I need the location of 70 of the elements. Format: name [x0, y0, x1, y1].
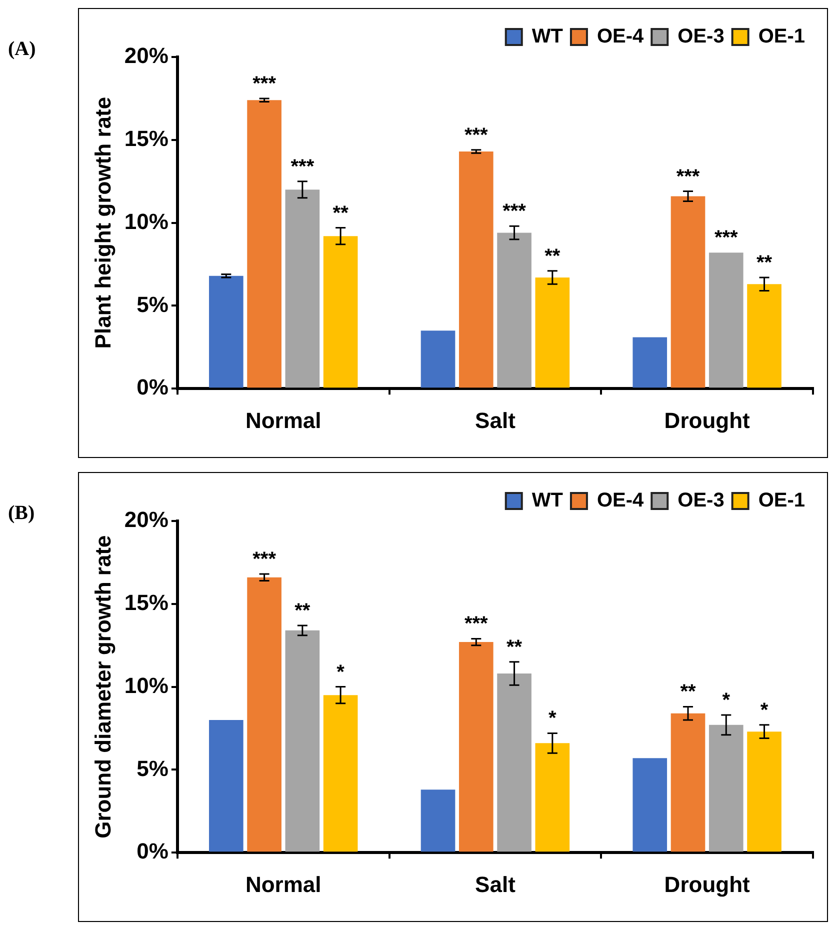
bar — [670, 713, 706, 852]
data-label: ** — [506, 636, 522, 658]
bar — [535, 278, 570, 388]
y-axis-title: Ground diameter growth rate — [90, 535, 116, 838]
bar — [632, 758, 668, 852]
y-tick-label: 20% — [124, 507, 168, 532]
bar — [209, 720, 244, 852]
bar — [323, 695, 358, 852]
x-tick-label: Normal — [245, 872, 322, 897]
y-tick-label: 15% — [124, 126, 168, 151]
legend-label: OE-1 — [758, 490, 806, 512]
bar — [247, 100, 282, 388]
data-label: *** — [714, 227, 738, 250]
data-label: * — [336, 661, 345, 684]
y-tick-label: 20% — [124, 43, 168, 68]
data-label: *** — [252, 72, 276, 95]
bar — [420, 330, 456, 388]
x-tick-label: Drought — [664, 872, 751, 897]
data-label: ** — [294, 600, 310, 622]
bar — [497, 232, 532, 388]
y-tick-label: 10% — [124, 672, 168, 698]
legend-label: OE-1 — [758, 26, 806, 48]
y-tick-label: 15% — [124, 590, 168, 615]
bar — [670, 196, 706, 388]
bar — [285, 190, 320, 388]
bar — [247, 577, 282, 852]
bar — [497, 674, 532, 852]
y-tick-label: 5% — [136, 756, 168, 781]
bar — [708, 252, 744, 388]
data-label: ** — [332, 202, 349, 224]
data-label: ** — [680, 681, 696, 704]
text: (B) — [8, 502, 36, 525]
data-label: *** — [464, 124, 488, 146]
bar — [747, 732, 782, 852]
x-tick-label: Normal — [245, 408, 322, 433]
x-tick-label: Drought — [664, 408, 751, 433]
bar — [632, 337, 668, 388]
data-label: *** — [676, 166, 700, 188]
data-label: * — [722, 690, 730, 712]
data-label: ** — [756, 252, 772, 274]
legend-label: OE-3 — [678, 26, 724, 48]
data-label: * — [548, 708, 557, 730]
data-label: *** — [464, 613, 488, 636]
y-tick-label: 10% — [124, 208, 168, 234]
bar — [323, 236, 358, 388]
bar — [209, 276, 244, 388]
bar — [747, 284, 782, 388]
x-tick-label: Salt — [475, 408, 516, 433]
bar — [458, 642, 494, 852]
y-tick-label: 5% — [136, 292, 168, 317]
data-label: *** — [502, 200, 526, 223]
legend-label: OE-3 — [678, 490, 724, 512]
x-tick-label: Salt — [475, 872, 516, 897]
data-label: *** — [290, 156, 314, 178]
legend-label: WT — [532, 26, 563, 48]
y-axis-title: Plant height growth rate — [90, 96, 116, 349]
legend-label: WT — [532, 490, 563, 512]
data-label: *** — [252, 548, 276, 571]
bar — [420, 790, 456, 852]
y-tick-label: 0% — [136, 374, 168, 400]
bar — [285, 630, 320, 852]
bar — [458, 152, 494, 388]
data-label: * — [760, 699, 768, 722]
legend-label: OE-4 — [596, 490, 645, 512]
bar — [535, 743, 570, 852]
y-tick-label: 0% — [136, 838, 168, 864]
bar — [708, 724, 744, 852]
legend-label: OE-4 — [596, 26, 645, 48]
text: (A) — [8, 38, 37, 61]
data-label: ** — [544, 245, 560, 268]
